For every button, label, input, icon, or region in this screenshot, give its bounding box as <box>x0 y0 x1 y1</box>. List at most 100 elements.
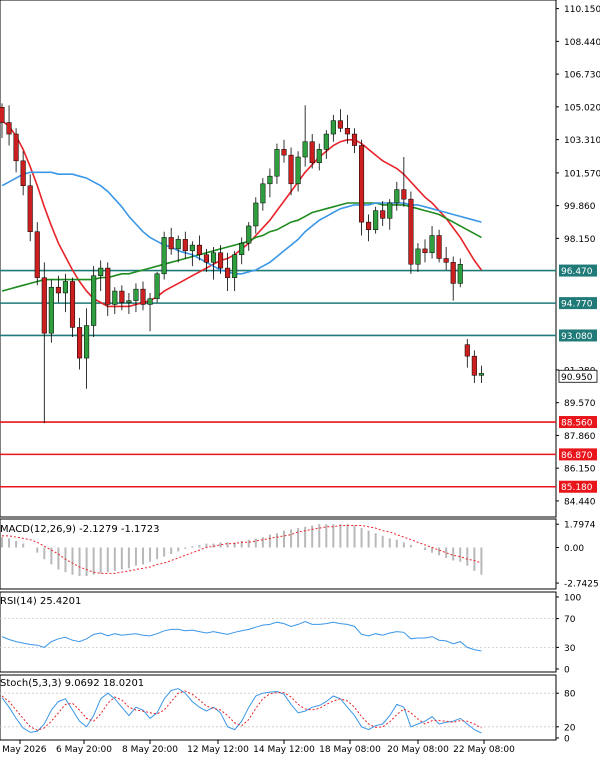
time-tick-label: 22 May 08:00 <box>453 745 515 755</box>
candle-bear <box>13 133 19 162</box>
level-tag-label: 96.470 <box>561 267 593 277</box>
price-tick-label: 106.730 <box>564 71 600 81</box>
candle-bear <box>464 344 470 357</box>
level-tag-85.180 <box>559 480 597 493</box>
rsi-axis: 100 70 30 0 <box>556 594 581 676</box>
macd-panel[interactable]: MACD(12,26,9) -2.1279 -1.1723 1.7974 0.00… <box>0 518 599 590</box>
candle-bull <box>260 183 266 204</box>
level-tag-label: 86.870 <box>561 451 593 461</box>
time-tick-label: 18 May 08:00 <box>319 745 381 755</box>
candle-bear <box>182 239 188 252</box>
candle-bull <box>295 156 301 185</box>
candle-bull <box>48 286 54 334</box>
price-tick-label: 101.570 <box>564 169 600 179</box>
candle-bear <box>436 235 442 259</box>
candle-bull <box>84 325 90 359</box>
candle-bear <box>27 185 33 232</box>
candle-bull <box>232 254 238 278</box>
macd-tick-label: -2.7425 <box>564 580 599 590</box>
stoch-axis: 80 20 0 <box>556 690 576 745</box>
level-tag-86.870 <box>559 448 597 461</box>
price-panel[interactable]: 96.470 94.770 93.080 88.560 86.870 85.180 110… <box>0 0 600 518</box>
stoch-panel[interactable]: Stoch(5,3,3) 9.0692 18.0201 80 20 0 <box>0 674 576 745</box>
rsi-tick-label: 100 <box>564 594 581 604</box>
price-tick-label: 99.860 <box>564 202 596 212</box>
candle-bear <box>69 281 76 328</box>
candle-bull <box>189 244 195 252</box>
candle-bear <box>309 141 315 164</box>
candle-bull <box>175 239 181 250</box>
candle-bull <box>161 237 167 275</box>
macd-tick-label: 0.00 <box>564 544 584 554</box>
level-tag-94.770 <box>559 297 597 310</box>
price-tick-label: 89.570 <box>564 399 596 409</box>
candle-bull <box>302 141 308 158</box>
time-tick-label: 4 May 2026 <box>0 745 47 755</box>
price-panel-frame <box>0 0 557 518</box>
time-tick-label: 14 May 12:00 <box>253 745 315 755</box>
candle-bear <box>471 355 477 376</box>
candle-bear <box>168 237 174 250</box>
candle-bull <box>62 281 69 294</box>
stoch-tick-label: 20 <box>564 723 576 733</box>
candle-bull <box>98 267 104 276</box>
candle-bear <box>281 149 287 156</box>
macd-tick-label: 1.7974 <box>564 521 596 531</box>
candle-bear <box>450 262 456 284</box>
price-tick-label: 98.150 <box>564 235 596 245</box>
candle-bear <box>140 288 146 305</box>
level-tag-96.470 <box>559 264 597 277</box>
rsi-title: RSI(14) 25.4201 <box>0 596 81 607</box>
rsi-panel-frame <box>0 591 557 673</box>
candle-bear <box>401 189 407 200</box>
candle-bull <box>267 175 273 185</box>
stoch-gridlines <box>0 692 556 728</box>
level-tag-label: 88.560 <box>561 419 593 429</box>
rsi-panel[interactable]: RSI(14) 25.4201 100 70 30 0 <box>0 591 581 676</box>
candle-bull <box>91 275 97 326</box>
time-tick-label: 12 May 12:00 <box>187 745 249 755</box>
rsi-path <box>1 620 482 652</box>
rsi-tick-label: 70 <box>564 615 576 625</box>
candle-bear <box>288 154 294 185</box>
price-tick-label: 103.310 <box>564 136 600 146</box>
rsi-tick-label: 0 <box>564 666 570 676</box>
candle-bear <box>34 231 40 278</box>
candle-bull <box>387 202 393 219</box>
candle-bear <box>77 327 83 359</box>
candle-bear <box>203 254 209 263</box>
rsi-tick-label: 30 <box>564 644 576 654</box>
candle-bear <box>105 267 111 305</box>
current-price-label: 90.950 <box>561 373 593 383</box>
candle-bull <box>330 120 336 135</box>
time-tick-label: 8 May 20:00 <box>122 745 178 755</box>
macd-axis: 1.7974 0.00 -2.7425 <box>556 521 599 590</box>
candle-bull <box>316 149 322 164</box>
rsi-gridlines <box>0 618 556 648</box>
price-levels: 96.470 94.770 93.080 88.560 86.870 85.180 <box>0 264 597 493</box>
candle-bear <box>225 267 231 278</box>
price-axis: 110.150 108.440 106.730 105.020 103.310 101.5… <box>556 5 600 507</box>
stoch-panel-frame <box>0 674 557 741</box>
stoch-d-path <box>1 690 482 731</box>
candle-bull <box>274 149 280 177</box>
candle-bear <box>344 128 350 135</box>
candle-bull <box>478 373 484 376</box>
ma-line-ma_blue <box>1 171 482 275</box>
candle-bull <box>323 133 329 150</box>
level-tag-label: 94.770 <box>561 300 593 310</box>
candle-bull <box>246 225 252 244</box>
level-tag-label: 85.180 <box>561 483 593 493</box>
candle-bear <box>443 258 449 263</box>
candle-bear <box>359 145 365 223</box>
candle-bull <box>457 263 463 284</box>
candle-bull <box>112 290 118 305</box>
stoch-title: Stoch(5,3,3) 9.0692 18.0201 <box>0 678 144 689</box>
macd-signal-path <box>2 525 482 574</box>
candle-bull <box>154 273 160 299</box>
candle-bull <box>253 202 259 227</box>
time-tick-label: 6 May 20:00 <box>56 745 112 755</box>
candle-bull <box>394 189 400 204</box>
candle-bear <box>55 286 61 294</box>
